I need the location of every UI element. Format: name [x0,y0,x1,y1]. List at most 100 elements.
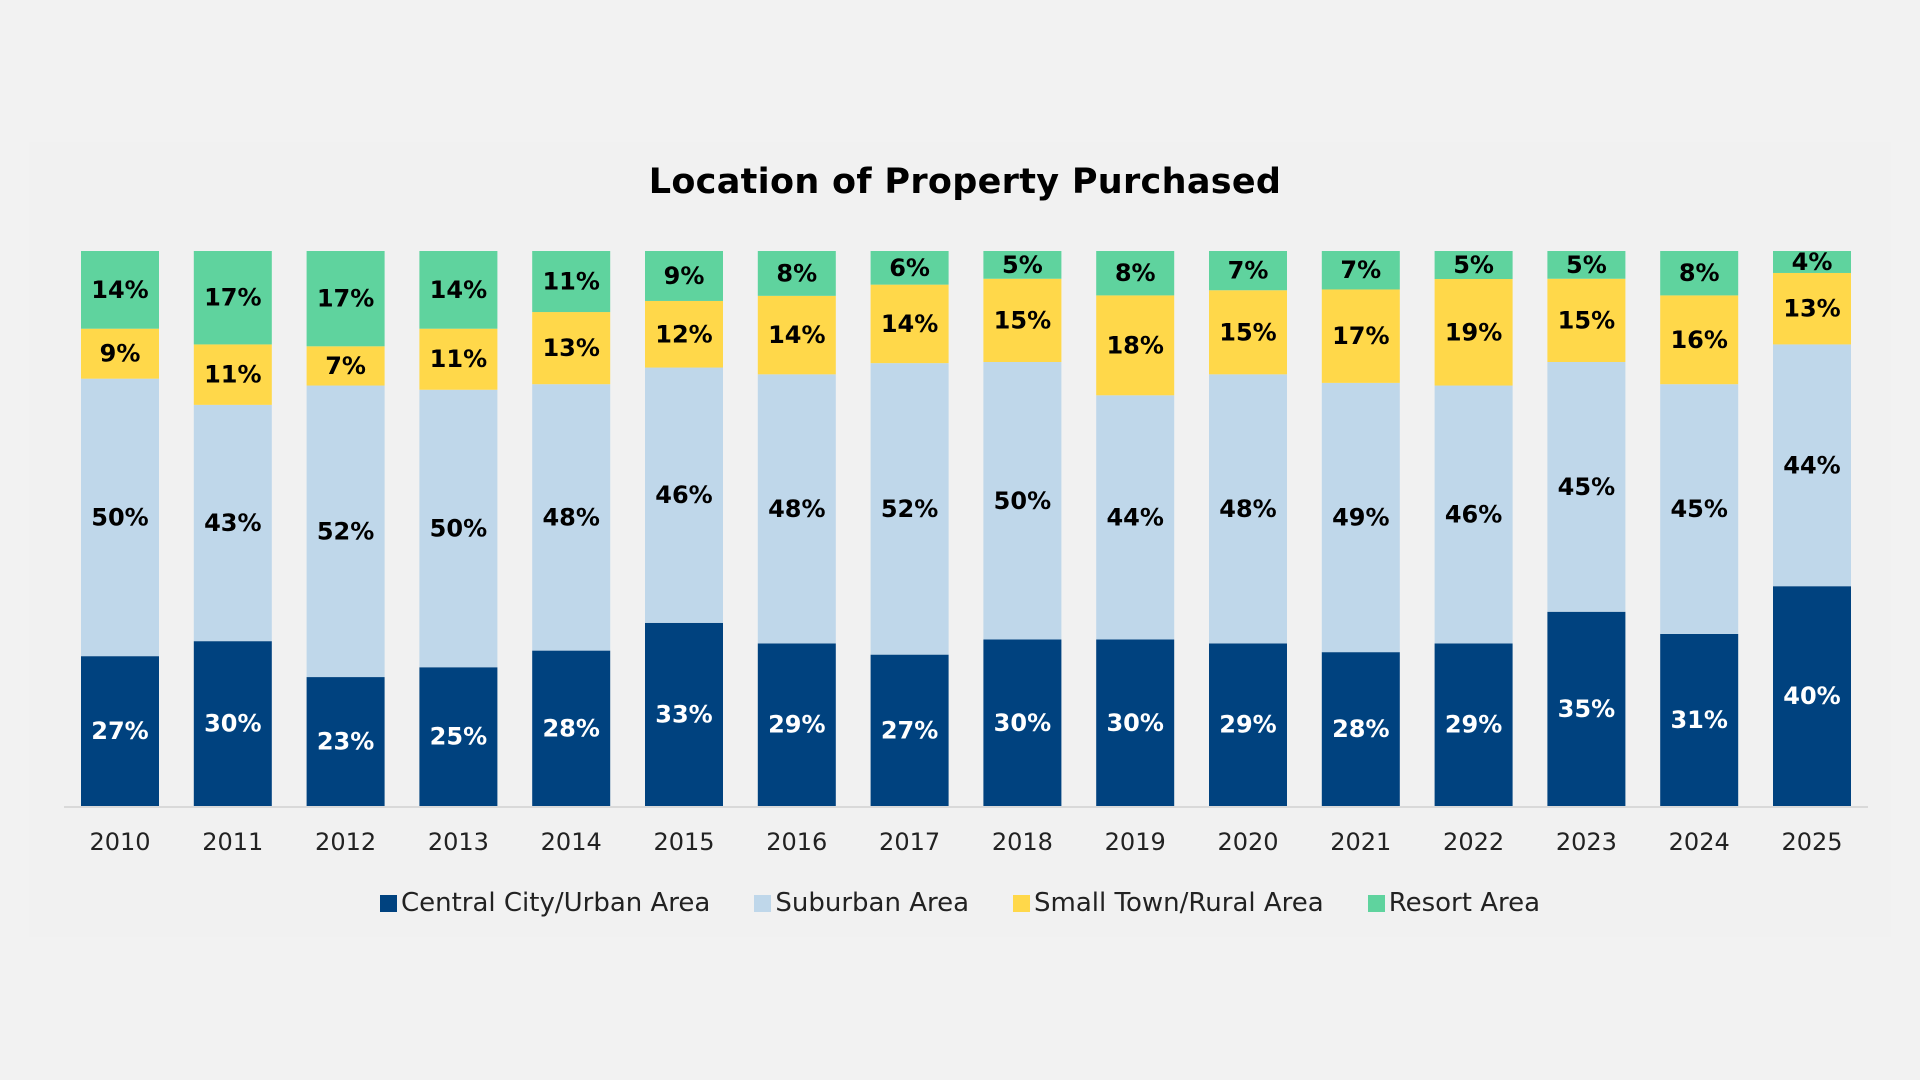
data-label: 7% [1340,256,1381,284]
data-label: 7% [1228,257,1269,285]
bar-segment-small-town-rural-area-2021 [1321,289,1400,383]
data-label: 33% [655,700,712,728]
data-label: 27% [91,717,148,745]
bar-segment-suburban-area-2014 [532,384,611,651]
legend-swatch-icon [379,894,397,912]
data-label: 31% [1670,706,1727,734]
data-label: 50% [430,515,487,543]
data-label: 7% [325,352,366,380]
bar-stack-2016: 29% 48% 14% 8% [757,251,836,806]
bar-stack-2025: 40% 44% 13% 4% [1773,248,1851,806]
legend-item: Suburban Area [754,888,969,918]
bar-segment-suburban-area-2016 [757,374,836,644]
bar-stack-2024: 31% 45% 16% 8% [1660,251,1739,806]
bar-stack-2019: 30% 44% 18% 8% [1096,251,1175,806]
bar-segment-resort-area-2022 [1434,251,1513,280]
data-label: 44% [1783,451,1840,479]
bar-segment-central-city-urban-area-2016 [757,643,836,806]
bar-segment-suburban-area-2024 [1660,384,1739,634]
bar-segment-suburban-area-2020 [1209,374,1287,644]
x-tick-label: 2023 [1556,828,1617,856]
data-label: 14% [881,310,938,338]
bar-segment-central-city-urban-area-2017 [870,654,949,806]
data-label: 30% [994,709,1051,737]
bar-stack-2022: 29% 46% 19% 5% [1434,251,1513,806]
data-label: 17% [317,285,374,313]
data-label: 52% [881,495,938,523]
bar-segment-central-city-urban-area-2012 [306,677,385,806]
data-label: 40% [1783,682,1840,710]
data-label: 46% [1445,500,1502,528]
bar-segment-central-city-urban-area-2025 [1773,586,1851,806]
data-label: 11% [542,268,599,296]
bar-segment-suburban-area-2018 [983,362,1062,640]
data-label: 11% [430,345,487,373]
bar-segment-suburban-area-2010 [81,378,159,657]
x-tick-label: 2014 [541,828,602,856]
data-label: 15% [1219,318,1276,346]
data-label: 25% [430,723,487,751]
bar-segment-central-city-urban-area-2010 [81,656,159,806]
bar-segment-small-town-rural-area-2023 [1547,278,1626,362]
bar-segment-suburban-area-2015 [645,367,723,623]
bar-segment-resort-area-2014 [532,251,611,313]
data-label: 13% [542,334,599,362]
legend-swatch-icon [1367,894,1385,912]
bar-segment-central-city-urban-area-2024 [1660,633,1739,806]
data-label: 29% [1219,711,1276,739]
data-label: 29% [1445,711,1502,739]
bar-segment-small-town-rural-area-2013 [419,328,498,390]
bar-stack-2012: 23% 52% 7% 17% [306,251,385,806]
data-label: 15% [994,306,1051,334]
data-label: 28% [1332,715,1389,743]
data-label: 8% [1679,259,1720,287]
bar-segment-small-town-rural-area-2012 [306,346,385,386]
bar-segment-resort-area-2013 [419,251,498,329]
data-label: 16% [1670,326,1727,354]
x-tick-label: 2021 [1330,828,1391,856]
bar-segment-small-town-rural-area-2017 [870,284,949,364]
x-tick-label: 2024 [1669,828,1730,856]
data-label: 6% [889,254,930,282]
bar-stack-2013: 25% 50% 11% 14% [419,251,498,806]
bar-segment-suburban-area-2013 [419,389,498,668]
bar-stack-2014: 28% 48% 13% 11% [532,251,611,806]
x-tick-label: 2017 [879,828,940,856]
x-tick-label: 2020 [1217,828,1278,856]
bar-segment-small-town-rural-area-2011 [193,344,272,405]
x-tick-label: 2013 [428,828,489,856]
bar-segment-suburban-area-2011 [193,404,272,642]
bar-segment-resort-area-2016 [757,251,836,296]
data-label: 11% [204,361,261,389]
bar-segment-central-city-urban-area-2013 [419,667,498,806]
data-label: 43% [204,509,261,537]
legend-label: Small Town/Rural Area [1034,888,1324,918]
x-tick-label: 2011 [202,828,263,856]
bar-stack-2018: 30% 50% 15% 5% [983,251,1062,806]
bar-segment-suburban-area-2012 [306,385,385,678]
legend-label: Central City/Urban Area [400,888,711,918]
data-label: 14% [91,276,148,304]
bar-segment-suburban-area-2021 [1321,382,1400,653]
bar-segment-small-town-rural-area-2014 [532,312,611,385]
bar-segment-central-city-urban-area-2019 [1096,639,1175,806]
data-label: 50% [994,487,1051,515]
data-label: 30% [204,710,261,738]
data-label: 15% [1558,306,1615,334]
bar-segment-small-town-rural-area-2010 [81,328,159,379]
legend-swatch-icon [754,894,772,912]
bar-stack-2023: 35% 45% 15% 5% [1547,251,1626,806]
data-label: 29% [768,711,825,739]
data-label: 14% [430,276,487,304]
data-label: 17% [204,284,261,312]
data-label: 30% [1106,709,1163,737]
data-label: 46% [655,481,712,509]
bar-segment-resort-area-2012 [306,251,385,347]
data-label: 48% [542,503,599,531]
data-label: 13% [1783,295,1840,323]
data-label: 44% [1106,503,1163,531]
x-tick-label: 2010 [89,828,150,856]
bar-segment-small-town-rural-area-2019 [1096,295,1175,396]
bar-segment-resort-area-2019 [1096,251,1175,296]
